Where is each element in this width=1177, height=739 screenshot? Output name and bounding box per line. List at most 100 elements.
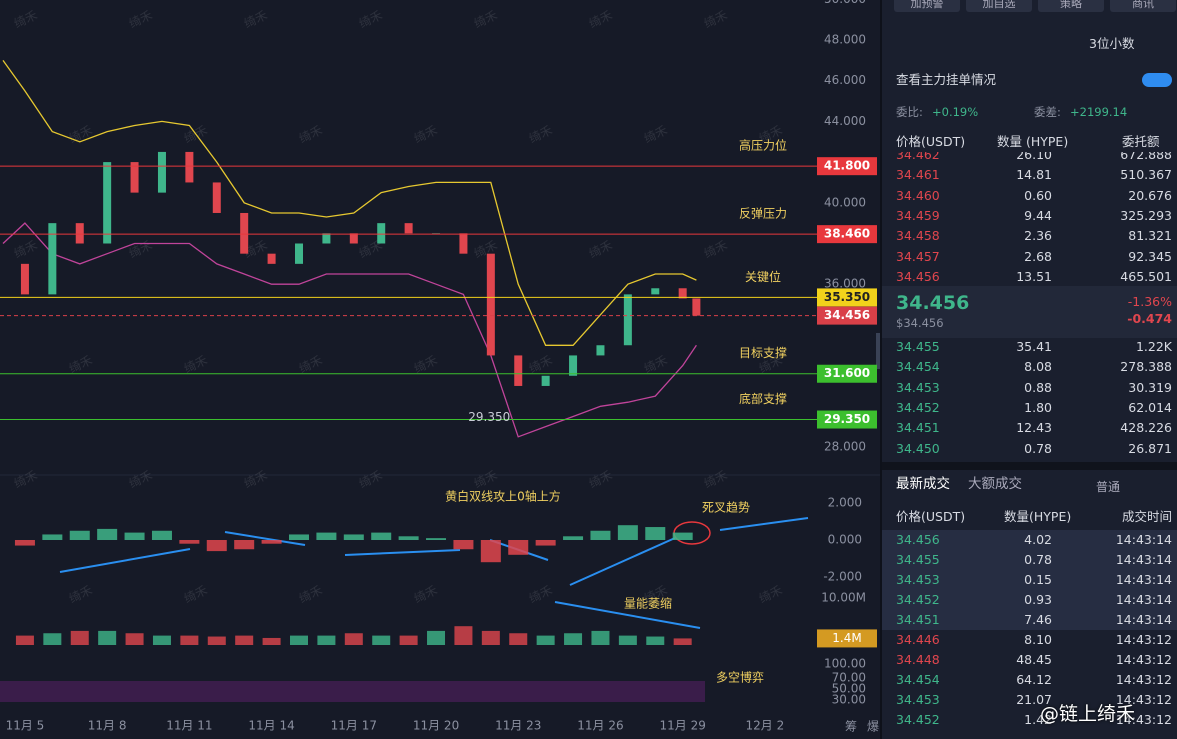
level-label: 35.350 xyxy=(824,290,870,304)
level-tag xyxy=(817,225,877,244)
x-tick-label: 11月 23 xyxy=(495,719,541,733)
osc-note: 多空博弈 xyxy=(716,670,764,685)
level-label: 31.600 xyxy=(824,366,870,380)
ask-amount: 20.676 xyxy=(1128,187,1172,203)
trade-time: 14:43:14 xyxy=(1115,532,1172,547)
bid-price: 34.453 xyxy=(896,379,940,395)
row-highlight xyxy=(882,570,1177,590)
bid-qty: 0.88 xyxy=(1024,379,1052,395)
vol-tag xyxy=(817,629,877,648)
low-label: 29.350 xyxy=(468,410,510,424)
bid-qty: 35.41 xyxy=(1016,339,1052,354)
x-tick-label: 11月 20 xyxy=(413,719,459,733)
ratio-label: 委比: xyxy=(896,105,923,119)
macd-bar xyxy=(371,532,392,540)
x-tick-label: 11月 14 xyxy=(248,719,294,733)
bid-qty: 1.80 xyxy=(1024,399,1052,415)
candle xyxy=(486,253,495,356)
trade-price: 34.453 xyxy=(896,572,940,587)
vol-bar xyxy=(262,637,281,645)
vol-bar xyxy=(372,635,391,645)
button[interactable] xyxy=(894,0,960,12)
candle xyxy=(75,223,84,244)
vol-bar xyxy=(317,635,336,645)
macd-bar xyxy=(426,538,447,540)
candle xyxy=(48,223,57,295)
header-bg xyxy=(882,128,1177,152)
level-note: 关键位 xyxy=(745,269,781,284)
trade-time: 14:43:12 xyxy=(1115,672,1172,687)
vol-bar xyxy=(646,636,665,645)
candle xyxy=(20,263,29,295)
vol-bar xyxy=(481,630,500,645)
macd-note: 死叉趋势 xyxy=(702,501,750,515)
level-tag xyxy=(817,288,877,307)
candle xyxy=(459,233,468,254)
macd-bar xyxy=(14,540,35,546)
macd-bar xyxy=(480,540,501,563)
button-label: 加预警 xyxy=(910,0,944,10)
level-label: 41.800 xyxy=(824,159,870,173)
last-price: 34.456 xyxy=(896,292,970,314)
button-label: 策略 xyxy=(1060,0,1082,10)
vol-bar xyxy=(180,635,199,645)
osc-tick: 50.00 xyxy=(832,682,866,696)
vol-bar xyxy=(673,638,692,645)
trade-time: 14:43:12 xyxy=(1115,632,1172,647)
level-note: 底部支撑 xyxy=(739,391,787,406)
vol-bar xyxy=(454,626,473,645)
vol-bar xyxy=(509,633,528,645)
y-tick-label: 46.000 xyxy=(824,73,866,87)
trade-price: 34.454 xyxy=(896,672,940,687)
lower-band xyxy=(2,222,697,438)
header: 委托额 xyxy=(1122,134,1160,149)
vol-bar xyxy=(152,635,171,645)
y-tick-label: 36.000 xyxy=(824,277,866,291)
bid-price: 34.452 xyxy=(896,399,940,415)
vol-bar xyxy=(70,630,89,645)
candle xyxy=(240,212,249,254)
chart-bg xyxy=(0,0,880,739)
button-label: 加自选 xyxy=(982,0,1016,10)
bid-amount: 30.319 xyxy=(1128,379,1172,395)
bid-price: 34.455 xyxy=(896,339,940,354)
ask-price: 34.459 xyxy=(896,207,940,223)
bid-amount: 62.014 xyxy=(1128,399,1172,415)
button[interactable] xyxy=(1110,0,1176,12)
macd-bar xyxy=(206,540,227,552)
trade-price: 34.453 xyxy=(896,692,940,707)
button[interactable] xyxy=(1038,0,1104,12)
trade-header: 数量(HYPE) xyxy=(1004,509,1072,524)
macd-bar xyxy=(617,525,638,540)
trade-price: 34.452 xyxy=(896,712,940,727)
macd-note: 黄白双线攻上0轴上方 xyxy=(445,489,561,504)
trade-header: 价格(USDT) xyxy=(896,509,966,524)
row-highlight xyxy=(882,530,1177,550)
trade-time: 14:43:14 xyxy=(1115,572,1172,587)
diff: +2199.14 xyxy=(1070,105,1128,119)
macd-bar xyxy=(179,540,200,544)
trade-qty: 0.93 xyxy=(1024,592,1052,607)
tab: 大额成交 xyxy=(968,476,1022,492)
last-usd: $34.456 xyxy=(896,316,944,330)
bid-amount: 278.388 xyxy=(1120,359,1172,375)
level-note: 目标支撑 xyxy=(739,345,787,360)
trade-time: 14:43:14 xyxy=(1115,612,1172,627)
button[interactable] xyxy=(966,0,1032,12)
vol-bar xyxy=(289,635,308,645)
vol-bar xyxy=(98,630,117,645)
osc-tick: 30.00 xyxy=(832,693,866,707)
macd-bar xyxy=(672,532,693,540)
candle xyxy=(103,162,112,244)
collapse-handle[interactable] xyxy=(876,333,880,369)
macd-bar xyxy=(645,527,666,540)
macd-bar xyxy=(151,530,172,540)
vol-bar xyxy=(591,630,610,645)
toggle[interactable] xyxy=(1142,73,1172,87)
vol-bar xyxy=(427,630,446,645)
macd-bar xyxy=(261,540,282,544)
x-tick-label: 11月 26 xyxy=(577,719,623,733)
y-tick-label: 40.000 xyxy=(824,195,866,209)
candle xyxy=(596,345,605,356)
candle xyxy=(541,375,550,386)
